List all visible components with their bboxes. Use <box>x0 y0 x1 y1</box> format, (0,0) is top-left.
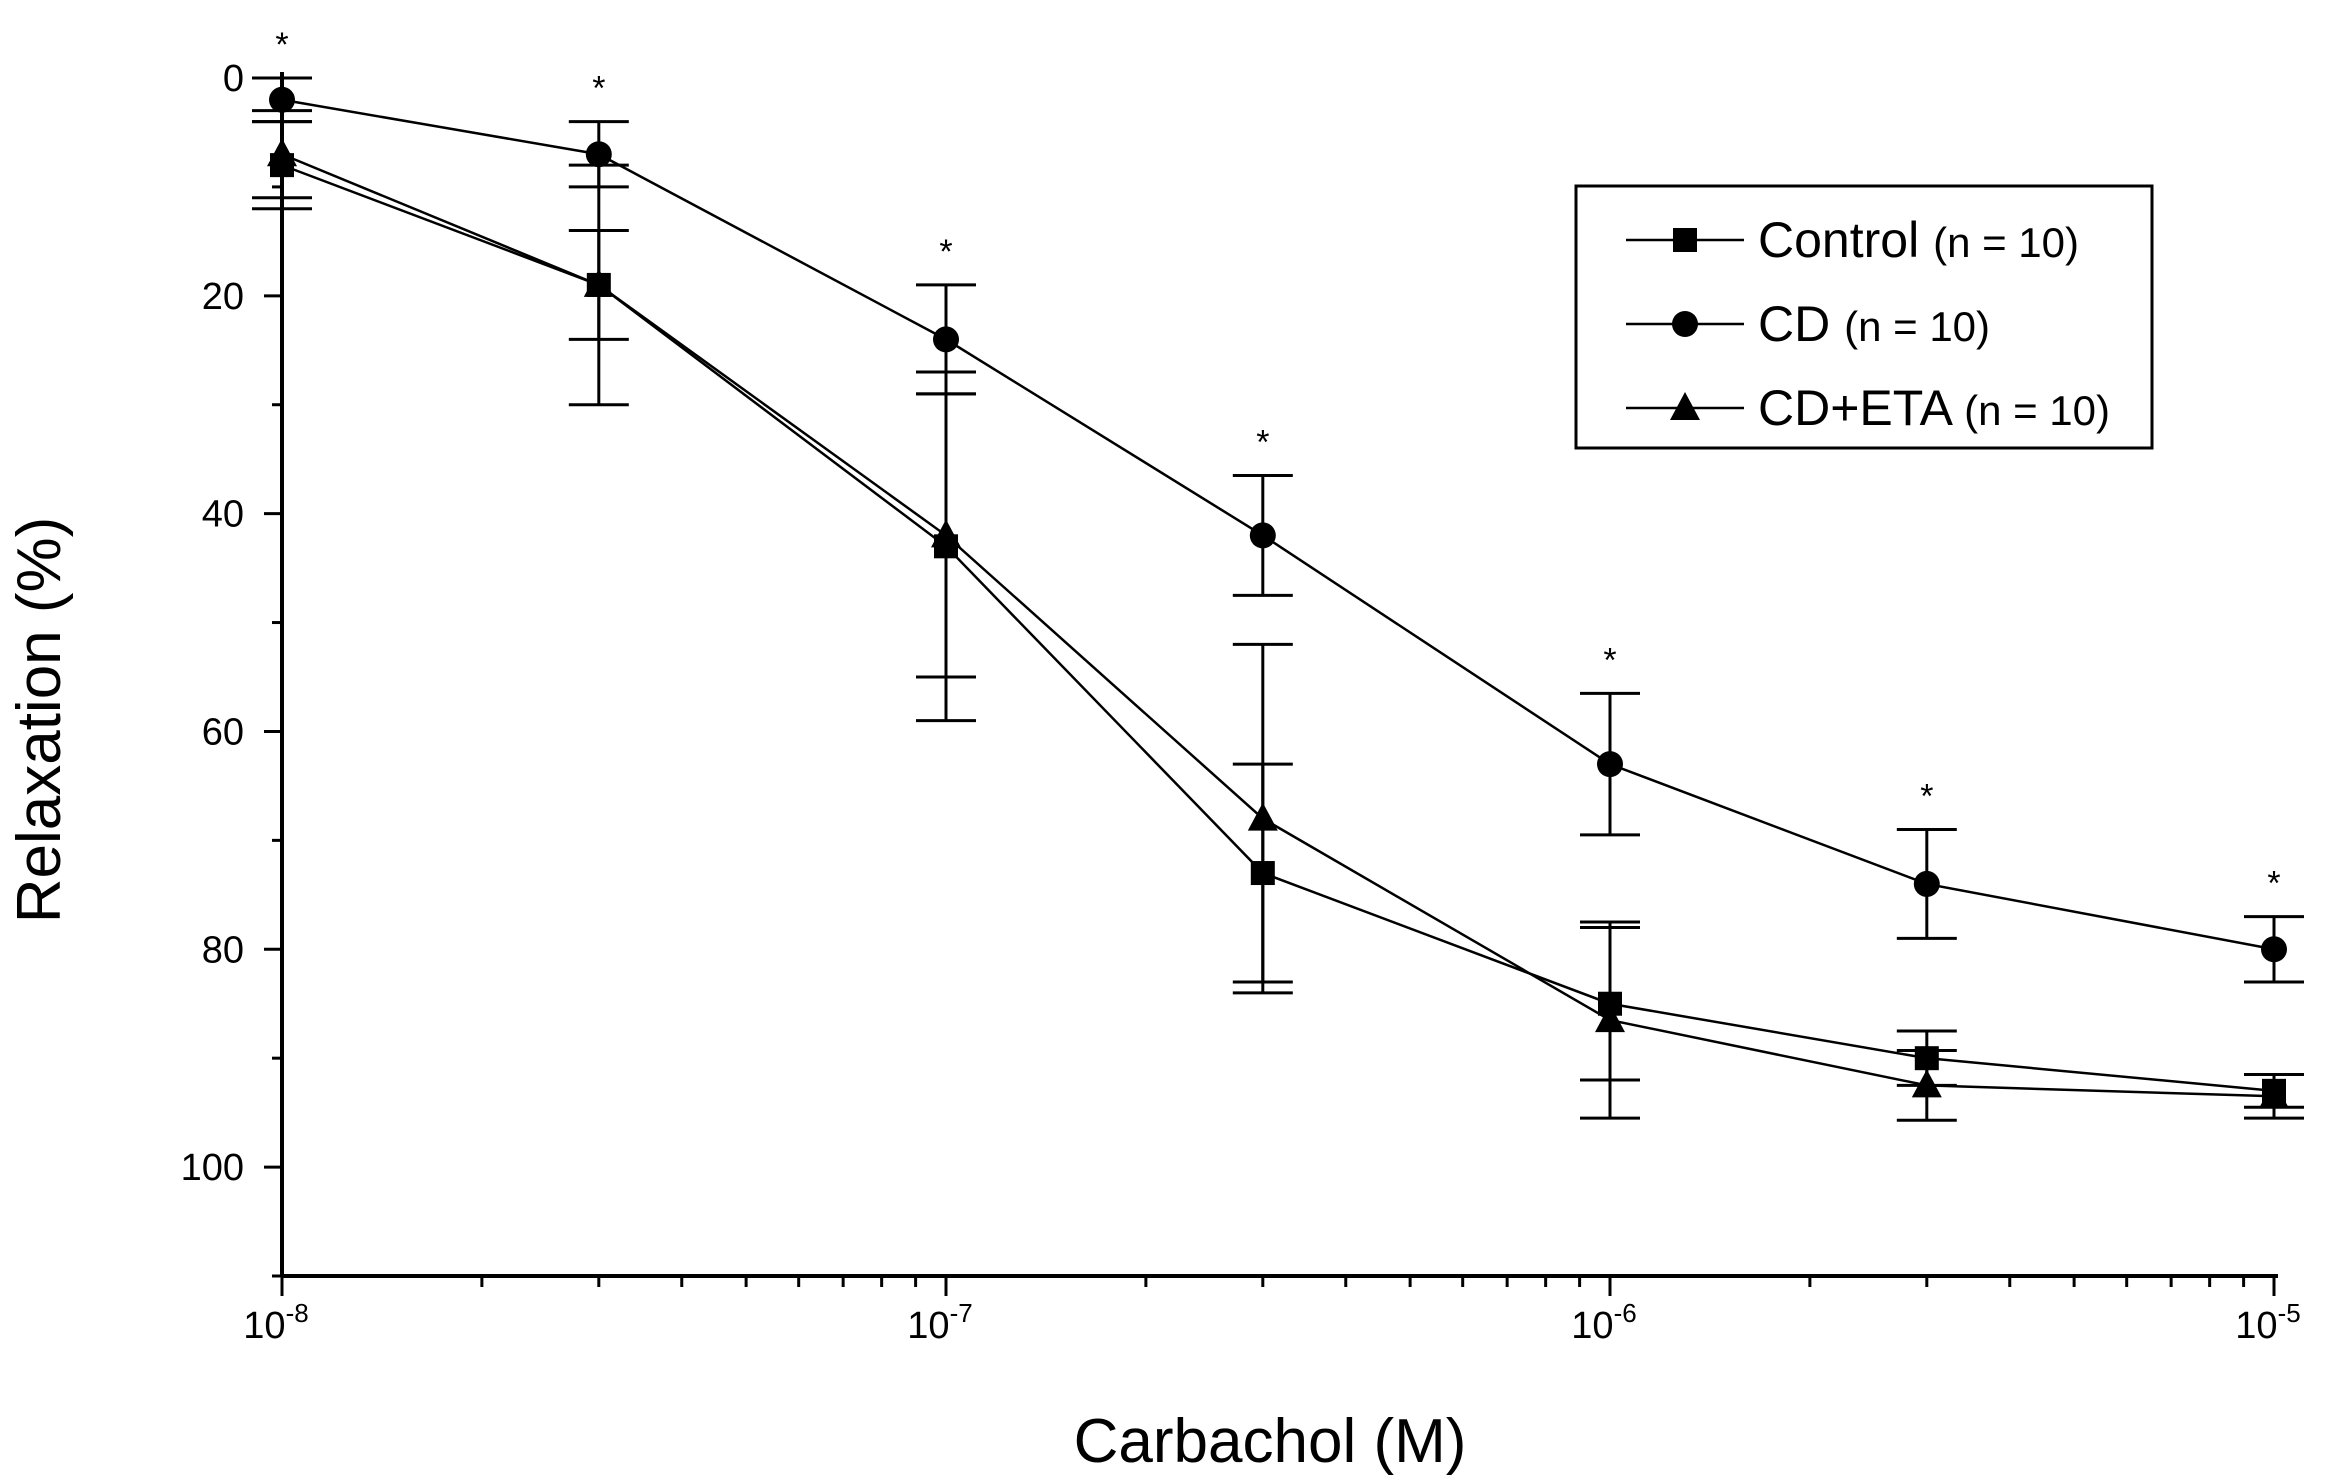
legend-label: CD+ETA (n = 10) <box>1758 380 2110 436</box>
series-layer: * * * * * * * <box>252 26 2304 1122</box>
y-tick-label: 80 <box>202 929 244 971</box>
x-tick-label: 10-5 <box>2235 1298 2300 1347</box>
marker-circle <box>1913 870 1940 897</box>
marker-circle <box>2261 936 2287 963</box>
marker-circle <box>1249 522 1276 549</box>
marker-circle <box>933 326 959 353</box>
y-tick-label: 40 <box>202 494 244 536</box>
legend-label: Control (n = 10) <box>1758 212 2079 268</box>
marker-triangle <box>583 268 614 297</box>
marker-triangle <box>1595 1004 1625 1033</box>
marker-circle <box>269 86 295 113</box>
series-cd <box>252 76 2304 984</box>
marker-triangle <box>2259 1080 2289 1109</box>
marker-triangle <box>1911 1069 1942 1098</box>
y-axis-title: Relaxation (%) <box>5 517 74 924</box>
marker-triangle <box>1670 392 1700 420</box>
significance-asterisk: * <box>2267 865 2280 903</box>
y-tick-label: 20 <box>202 276 244 318</box>
legend-box <box>1574 184 2154 450</box>
axes: 0 20 40 60 80 100 10-8 10-7 10-6 10-5 <box>181 58 2301 1347</box>
marker-circle <box>585 141 612 168</box>
x-tick-label: 10-6 <box>1571 1298 1636 1347</box>
significance-asterisk: * <box>592 70 605 108</box>
y-tick-label: 100 <box>181 1147 244 1189</box>
x-tick-label: 10-8 <box>243 1298 308 1347</box>
significance-asterisk: * <box>1256 424 1269 462</box>
significance-asterisk: * <box>1920 777 1933 815</box>
marker-square <box>1673 228 1697 252</box>
significance-asterisk: * <box>275 26 288 64</box>
significance-asterisk: * <box>1603 641 1616 679</box>
marker-triangle <box>931 519 961 548</box>
x-tick-label: 10-7 <box>907 1298 972 1347</box>
x-axis-title: Carbachol (M) <box>1074 1407 1467 1476</box>
legend-label: CD (n = 10) <box>1758 296 1990 352</box>
legend: Control (n = 10) CD (n = 10) CD+ETA (n = 1… <box>1574 184 2154 450</box>
series-cd-eta <box>252 109 2304 1122</box>
y-tick-label: 60 <box>202 711 244 753</box>
significance-asterisk: * <box>939 233 952 271</box>
marker-triangle <box>267 138 297 167</box>
marker-circle <box>1672 311 1698 337</box>
marker-circle <box>1597 751 1623 778</box>
y-tick-label: 0 <box>223 58 244 100</box>
marker-triangle <box>1247 802 1278 831</box>
